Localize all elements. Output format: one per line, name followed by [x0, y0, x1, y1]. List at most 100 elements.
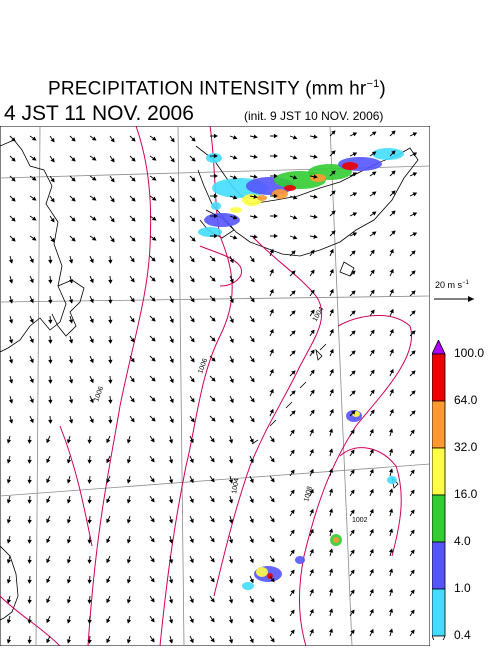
- wind-vector: [66, 615, 72, 624]
- wind-vector: [349, 310, 356, 317]
- wind-vector: [6, 635, 12, 644]
- wind-vector: [189, 435, 194, 444]
- wind-vector: [289, 390, 296, 397]
- wind-vector: [210, 133, 218, 139]
- wind-vector: [249, 635, 254, 644]
- isobar-line: [213, 235, 323, 597]
- wind-vector: [309, 234, 318, 239]
- wind-vector: [209, 615, 215, 623]
- wind-vector: [66, 475, 72, 484]
- wind-vector: [9, 235, 16, 242]
- wind-vector: [409, 212, 418, 217]
- wind-vector: [69, 175, 76, 182]
- wind-vector: [249, 595, 254, 604]
- wind-vector: [349, 172, 358, 177]
- wind-vector: [6, 595, 12, 604]
- wind-vector: [106, 435, 111, 444]
- wind-vector: [29, 155, 37, 161]
- wind-vector: [6, 555, 12, 564]
- wind-vector: [126, 455, 132, 464]
- wind-vector: [48, 275, 53, 284]
- wind-vector: [228, 495, 234, 504]
- wind-vector: [8, 315, 14, 324]
- wind-vector: [29, 335, 34, 344]
- wind-vector: [106, 515, 111, 524]
- precip-cell: [211, 202, 221, 210]
- wind-vector: [309, 389, 315, 397]
- isobar-label: 1006: [197, 358, 209, 375]
- wind-vector: [369, 468, 374, 477]
- wind-vector: [369, 409, 375, 417]
- wind-vector: [169, 175, 175, 183]
- wind-vector: [228, 615, 234, 624]
- wind-vector: [210, 173, 218, 179]
- wind-vector: [168, 615, 174, 624]
- coastlines: [0, 139, 419, 621]
- wind-vector: [89, 155, 97, 161]
- wind-vector: [129, 375, 135, 383]
- wind-vector: [27, 615, 32, 624]
- wind-vector: [409, 489, 415, 497]
- wind-vector: [249, 335, 255, 343]
- wind-vector: [329, 248, 334, 257]
- precipitation-cells: [198, 148, 404, 590]
- wind-vector: [388, 488, 394, 497]
- wind-vector: [29, 275, 34, 284]
- wind-vector: [269, 495, 275, 503]
- wind-vector: [409, 509, 415, 517]
- wind-vector: [169, 135, 175, 143]
- wind-vector: [349, 609, 355, 617]
- wind-vector: [8, 275, 14, 284]
- wind-vector: [129, 415, 135, 423]
- wind-vector: [149, 515, 155, 523]
- longitude-line: [35, 126, 41, 646]
- wind-vector: [328, 448, 334, 457]
- wind-vector: [66, 515, 72, 524]
- wind-vector: [228, 575, 234, 584]
- wind-vector: [109, 135, 115, 143]
- wind-vector: [209, 315, 216, 322]
- wind-vector: [289, 135, 298, 140]
- wind-vector: [369, 231, 377, 237]
- wind-vector: [229, 255, 234, 264]
- wind-vector: [126, 615, 132, 624]
- precip-cell: [342, 162, 358, 170]
- wind-vector: [210, 213, 218, 219]
- wind-vector: [229, 175, 238, 180]
- wind-vector: [209, 515, 215, 523]
- wind-vector: [189, 475, 194, 484]
- wind-vector: [168, 575, 174, 584]
- wind-vector: [209, 335, 216, 342]
- wind-vector: [149, 535, 155, 543]
- wind-vector: [189, 335, 195, 343]
- colorbar-bottom-arrow: [432, 635, 446, 640]
- wind-vector: [27, 535, 32, 544]
- precip-cell: [295, 556, 305, 564]
- wind-vector: [209, 395, 216, 402]
- wind-vector: [389, 288, 394, 297]
- wind-vector: [129, 295, 135, 303]
- colorbar-graphic: [432, 340, 446, 640]
- wind-vector: [46, 555, 51, 564]
- wind-vector: [289, 310, 296, 317]
- wind-vector: [49, 155, 55, 163]
- wind-vector: [169, 315, 174, 324]
- wind-vector: [210, 193, 218, 199]
- wind-vector: [129, 315, 135, 323]
- wind-vector: [289, 370, 296, 377]
- wind-vector: [129, 155, 136, 162]
- wind-vector: [129, 195, 136, 202]
- wind-vector: [369, 269, 375, 277]
- precip-cell: [310, 174, 326, 182]
- wind-vector: [46, 515, 51, 524]
- wind-vector: [388, 628, 394, 637]
- isobar-line: [87, 126, 152, 646]
- wind-vector: [369, 628, 374, 637]
- wind-vector: [249, 475, 254, 484]
- wind-vector: [409, 569, 415, 577]
- wind-vector: [6, 535, 12, 544]
- wind-vector: [389, 368, 394, 377]
- wind-vector: [309, 488, 314, 497]
- wind-vector: [409, 290, 416, 297]
- colorbar-level-label: 4.0: [454, 534, 471, 548]
